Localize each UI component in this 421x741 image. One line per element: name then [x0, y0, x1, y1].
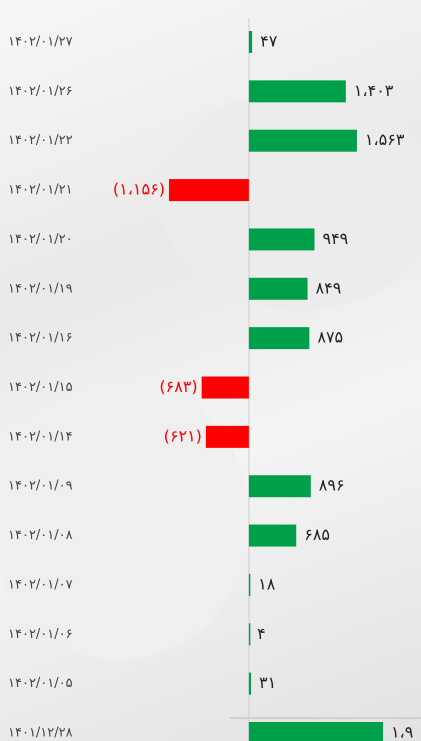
date-label: ۱۴۰۲/۰۱/۱۶ [8, 331, 73, 346]
value-label: ۸۴۹ [316, 278, 342, 297]
value-label: ۴ [257, 624, 266, 643]
bar [249, 673, 251, 695]
bar [249, 623, 251, 645]
bar [249, 31, 252, 53]
bar [249, 525, 296, 547]
bar [249, 278, 308, 300]
date-label: ۱۴۰۲/۰۱/۱۵ [8, 380, 73, 395]
value-label: ۸۹۶ [319, 476, 345, 495]
value-label: ۹۴۹ [322, 229, 348, 248]
bar [206, 426, 249, 448]
date-label: ۱۴۰۲/۰۱/۲۶ [8, 84, 73, 99]
bar [202, 377, 249, 399]
bar [249, 722, 383, 741]
background-shape [0, 380, 250, 660]
value-label: ۱،۴۰۳ [354, 81, 394, 100]
date-label: ۱۴۰۲/۰۱/۱۴ [8, 429, 73, 444]
bar [249, 327, 309, 349]
bar [249, 475, 311, 497]
date-label: ۱۴۰۲/۰۱/۲۷ [8, 35, 73, 50]
value-label: (۶۸۳) [159, 377, 197, 396]
bar [249, 130, 357, 152]
bar [169, 179, 249, 201]
date-label: ۱۴۰۲/۰۱/۰۷ [8, 577, 73, 592]
date-label: ۱۴۰۲/۰۱/۰۸ [8, 528, 73, 543]
bar [249, 574, 251, 596]
date-label: ۱۴۰۲/۰۱/۲۰ [8, 232, 73, 247]
value-label: ۱،۹ [391, 723, 413, 741]
date-label: ۱۴۰۲/۰۱/۲۲ [8, 133, 73, 148]
date-label: ۱۴۰۲/۰۱/۰۹ [8, 479, 73, 494]
value-label: ۱۸ [258, 574, 276, 593]
value-label: ۱،۵۶۳ [365, 130, 405, 149]
value-label: (۱،۱۵۶) [113, 180, 165, 199]
value-label: (۶۲۱) [164, 426, 202, 445]
value-label: ۴۷ [260, 32, 278, 51]
date-label: ۱۴۰۲/۰۱/۱۹ [8, 281, 73, 296]
date-label: ۱۴۰۲/۰۱/۰۵ [8, 676, 73, 691]
date-label: ۱۴۰۲/۰۱/۲۱ [8, 183, 73, 198]
date-label: ۱۴۰۲/۰۱/۰۶ [8, 627, 73, 642]
value-label: ۸۷۵ [317, 328, 343, 347]
value-label: ۶۸۵ [304, 525, 330, 544]
value-label: ۳۱ [259, 673, 276, 692]
bar [249, 80, 346, 102]
bar [249, 228, 315, 250]
date-label: ۱۴۰۱/۱۲/۲۸ [8, 726, 73, 741]
chart: ۱۴۰۲/۰۱/۲۷ ۴۷ ۱۴۰۲/۰۱/۲۶ ۱،۴۰۳ ۱۴۰۲/۰۱/۲۲ ۱،۵… [0, 0, 421, 741]
